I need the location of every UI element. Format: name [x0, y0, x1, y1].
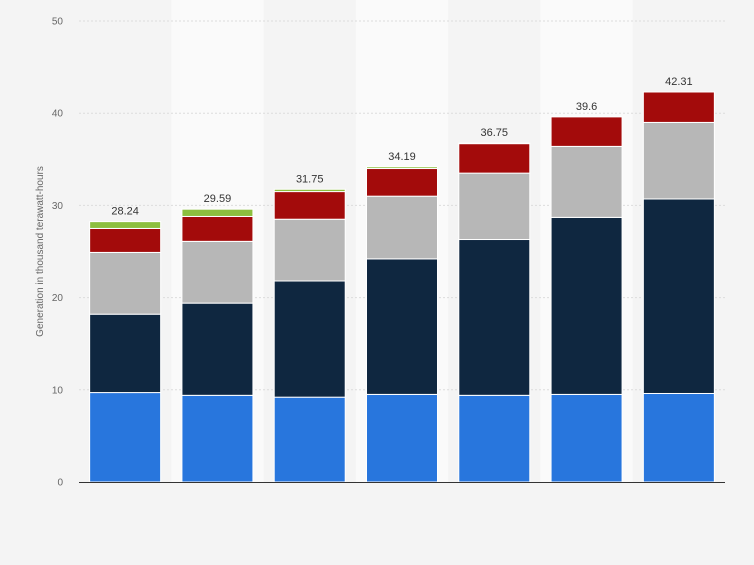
y-tick-label: 20 [52, 293, 64, 304]
bar-segment [643, 122, 714, 199]
total-label: 28.24 [111, 206, 139, 218]
bar-segment [367, 196, 438, 259]
total-label: 36.75 [481, 127, 509, 139]
bar-segment [90, 314, 161, 392]
y-tick-label: 0 [57, 478, 63, 489]
total-label: 42.31 [665, 76, 693, 88]
y-axis-title: Generation in thousand terawatt-hours [35, 166, 46, 337]
bar-segment [274, 192, 345, 220]
bar-segment [182, 216, 253, 241]
total-label: 29.59 [204, 193, 232, 205]
bar-segment [459, 240, 530, 396]
bar-segment [643, 393, 714, 482]
y-tick-label: 40 [52, 109, 64, 120]
bar-segment [182, 209, 253, 216]
bar-segment [551, 217, 622, 394]
y-axis-ticks: 0 10 20 30 40 50 [52, 17, 64, 489]
bar-segment [274, 189, 345, 191]
y-tick-label: 10 [52, 385, 64, 396]
bar-segment [367, 169, 438, 197]
bar-segment [551, 146, 622, 217]
bar-segment [367, 259, 438, 395]
bar-segment [90, 228, 161, 252]
bar-segment [182, 395, 253, 482]
bar-segment [459, 144, 530, 174]
bar-segment [551, 117, 622, 147]
bar-segment [367, 394, 438, 482]
bar-segment [90, 222, 161, 229]
bar-segment [90, 252, 161, 314]
y-tick-label: 30 [52, 201, 64, 212]
bar-segment [643, 199, 714, 394]
total-label: 39.6 [576, 101, 597, 113]
bar-segment [274, 281, 345, 397]
bar-segment [274, 219, 345, 281]
bar-segment [182, 241, 253, 303]
bar-segment [459, 173, 530, 239]
y-tick-label: 50 [52, 17, 64, 28]
bar-segment [551, 394, 622, 482]
bar-segment [90, 393, 161, 482]
bar-segment [182, 303, 253, 395]
bar-segment [367, 167, 438, 169]
total-label: 34.19 [388, 151, 416, 163]
bar-segment [643, 92, 714, 122]
bar-segment [274, 397, 345, 482]
total-label: 31.75 [296, 173, 324, 185]
bar-segment [459, 395, 530, 482]
